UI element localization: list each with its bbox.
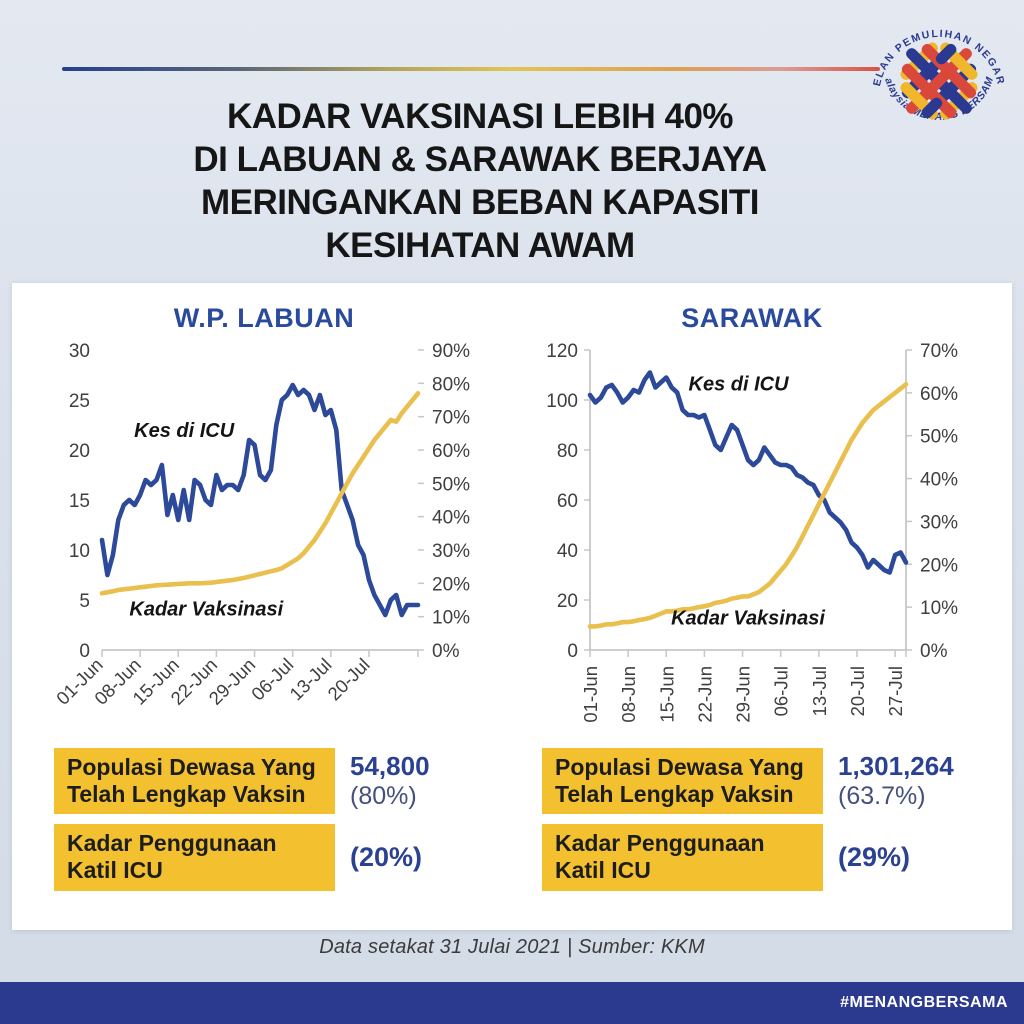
- x-axis-tick-label: 08-Jun: [618, 666, 639, 723]
- left-axis-tick-label: 10: [69, 541, 90, 562]
- labuan-vaksin-label: Populasi Dewasa Yang Telah Lengkap Vaksi…: [67, 754, 316, 808]
- series-line-kes-di-icu: [587, 370, 909, 575]
- right-axis-tick-label: 0%: [920, 641, 948, 662]
- left-axis-tick-label: 20: [557, 591, 578, 612]
- right-axis-tick-label: 90%: [432, 341, 470, 362]
- left-axis-tick-label: 25: [69, 391, 90, 412]
- labuan-vaksin-percent: (80%): [350, 781, 417, 810]
- left-axis-tick-label: 100: [546, 391, 578, 412]
- right-axis-tick-label: 80%: [432, 374, 470, 395]
- x-axis-tick-label: 20-Jul: [847, 666, 868, 716]
- title-line-4: KESIHATAN AWAM: [325, 226, 635, 266]
- labuan-chart-title: W.P. LABUAN: [173, 303, 355, 333]
- labuan-vaksin-values: 54,800 (80%): [350, 748, 430, 814]
- sarawak-vaksin-value: 1,301,264: [838, 750, 954, 781]
- right-axis-tick-label: 60%: [432, 441, 470, 462]
- right-axis-tick-label: 60%: [920, 384, 958, 405]
- left-axis-tick-label: 40: [557, 541, 578, 562]
- labuan-vaksin-value: 54,800: [350, 750, 430, 781]
- x-axis-tick-label: 22-Jun: [694, 666, 715, 723]
- labuan-column: W.P. LABUAN 30 25 20 15 10 5 0 90% 80% 70% 60% 50% 4…: [30, 295, 498, 891]
- left-axis-tick-label: 60: [557, 491, 578, 512]
- left-axis-tick-label: 30: [69, 341, 90, 362]
- main-title: KADAR VAKSINASI LEBIH 40% DI LABUAN & SA…: [40, 95, 920, 267]
- series-line-kes-di-icu: [99, 382, 421, 618]
- series-annotation: Kes di ICU: [689, 374, 790, 396]
- labuan-icu-label-box: Kadar Penggunaan Katil ICU: [54, 824, 335, 891]
- x-axis-tick-label: 27-Jul: [885, 666, 906, 716]
- sarawak-icu-label: Kadar Penggunaan Katil ICU: [555, 830, 765, 884]
- right-axis-tick-label: 30%: [432, 541, 470, 562]
- right-axis-tick-label: 10%: [432, 608, 470, 629]
- labuan-icu-values: (20%): [350, 824, 422, 890]
- series-annotation: Kadar Vaksinasi: [129, 599, 283, 621]
- series-annotation: Kadar Vaksinasi: [671, 608, 825, 630]
- labuan-icu-value: (20%): [350, 841, 423, 872]
- x-axis-tick-label: 29-Jun: [733, 666, 754, 723]
- right-axis-tick-label: 20%: [432, 574, 470, 595]
- left-axis-tick-label: 5: [79, 591, 90, 612]
- sarawak-chart: 120 100 80 60 40 20 0 70% 60% 50% 40% 30% 20% 10% 0% 01…: [546, 341, 958, 723]
- left-axis-tick-label: 20: [69, 441, 90, 462]
- data-source-note: Data setakat 31 Julai 2021 | Sumber: KKM: [319, 936, 705, 958]
- labuan-stat-row-vaksin: Populasi Dewasa Yang Telah Lengkap Vaksi…: [54, 748, 498, 815]
- sarawak-vaksin-label-box: Populasi Dewasa Yang Telah Lengkap Vaksi…: [542, 748, 823, 815]
- right-axis-tick-label: 30%: [920, 512, 958, 533]
- left-axis-tick-label: 80: [557, 441, 578, 462]
- series-line-kadar-vaksinasi: [587, 381, 909, 629]
- sarawak-stats: Populasi Dewasa Yang Telah Lengkap Vaksi…: [542, 748, 986, 891]
- sarawak-vaksin-values: 1,301,264 (63.7%): [838, 748, 954, 814]
- sarawak-stat-row-vaksin: Populasi Dewasa Yang Telah Lengkap Vaksi…: [542, 748, 986, 815]
- labuan-stats: Populasi Dewasa Yang Telah Lengkap Vaksi…: [54, 748, 498, 891]
- sarawak-column: SARAWAK 120 100 80 60 40 20 0 70% 60% 50% 40% 30% 20…: [518, 295, 986, 891]
- bottom-bar: #MENANGBERSAMA: [0, 982, 1024, 1024]
- sarawak-vaksin-label: Populasi Dewasa Yang Telah Lengkap Vaksi…: [555, 754, 804, 808]
- content-card: W.P. LABUAN 30 25 20 15 10 5 0 90% 80% 70% 60% 50% 4…: [12, 283, 1012, 930]
- gradient-divider-line: [62, 67, 880, 71]
- right-axis-tick-label: 50%: [432, 474, 470, 495]
- left-axis-tick-label: 120: [546, 341, 578, 362]
- right-axis-tick-label: 40%: [432, 508, 470, 529]
- x-axis-tick-label: 13-Jul: [809, 666, 830, 716]
- x-axis-tick-label: 15-Jun: [656, 666, 677, 723]
- x-axis-tick-label: 06-Jul: [247, 654, 297, 704]
- sarawak-icu-values: (29%): [838, 824, 910, 890]
- title-line-1: KADAR VAKSINASI LEBIH 40%: [226, 97, 734, 136]
- x-axis-tick-label: 01-Jun: [580, 666, 601, 723]
- hashtag-label: #MENANGBERSAMA: [840, 994, 1008, 1011]
- x-axis-tick-label: 06-Jul: [771, 666, 792, 716]
- left-axis-tick-label: 0: [79, 641, 90, 662]
- x-axis-tick-label: 20-Jul: [323, 654, 373, 704]
- right-axis-tick-label: 20%: [920, 555, 958, 576]
- right-axis-tick-label: 40%: [920, 470, 958, 491]
- right-axis-tick-label: 70%: [432, 408, 470, 429]
- right-axis-tick-label: 50%: [920, 427, 958, 448]
- title-line-3: MERINGANKAN BEBAN KAPASITI: [200, 183, 760, 223]
- series-annotation: Kes di ICU: [134, 420, 235, 442]
- left-axis-tick-label: 15: [69, 491, 90, 512]
- sarawak-vaksin-percent: (63.7%): [838, 781, 926, 810]
- sarawak-icu-label-box: Kadar Penggunaan Katil ICU: [542, 824, 823, 891]
- right-axis-tick-label: 10%: [920, 598, 958, 619]
- right-axis-tick-label: 70%: [920, 341, 958, 362]
- left-axis-tick-label: 0: [567, 641, 578, 662]
- labuan-vaksin-label-box: Populasi Dewasa Yang Telah Lengkap Vaksi…: [54, 748, 335, 815]
- pelan-pemulihan-negara-logo-icon: PELAN PEMULIHAN NEGARA Malaysia MENANG B…: [864, 4, 1005, 123]
- x-axis-tick-label: 13-Jul: [285, 654, 335, 704]
- series-line-kadar-vaksinasi: [99, 390, 421, 596]
- title-line-2: DI LABUAN & SARAWAK BERJAYA: [193, 140, 767, 180]
- right-axis-tick-label: 0%: [432, 641, 460, 662]
- sarawak-stat-row-icu: Kadar Penggunaan Katil ICU (29%): [542, 824, 986, 891]
- logo-weave-pattern: [900, 42, 978, 120]
- labuan-icu-label: Kadar Penggunaan Katil ICU: [67, 830, 277, 884]
- labuan-stat-row-icu: Kadar Penggunaan Katil ICU (20%): [54, 824, 498, 891]
- sarawak-icu-value: (29%): [838, 841, 911, 872]
- sarawak-chart-title: SARAWAK: [681, 303, 823, 333]
- labuan-chart: 30 25 20 15 10 5 0 90% 80% 70% 60% 50% 40% 30% 20% 10% 0…: [52, 341, 470, 709]
